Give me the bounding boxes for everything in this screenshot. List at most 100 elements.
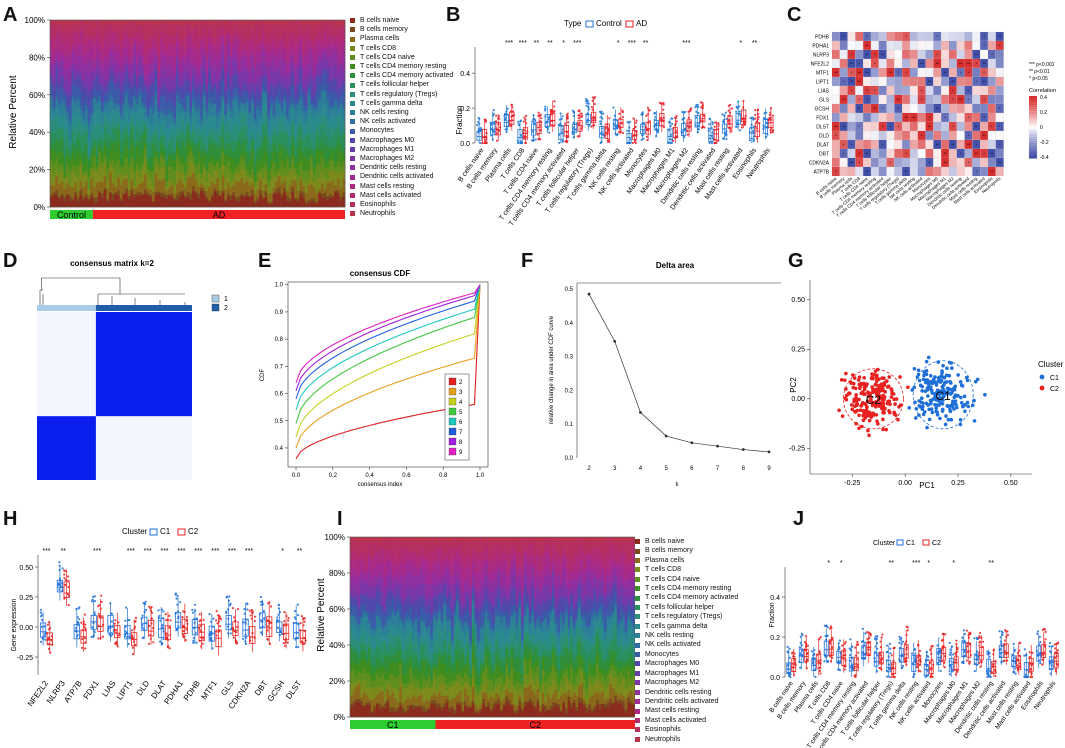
panel-a-segment — [127, 70, 131, 80]
panel-a-segment — [253, 125, 257, 140]
pca-point-c1 — [963, 409, 967, 414]
panel-a-segment — [334, 79, 338, 94]
panel-a-segment — [127, 20, 131, 23]
panel-a-segment — [117, 105, 121, 113]
pca-point-c1 — [940, 369, 944, 373]
panel-a-segment — [208, 72, 212, 85]
panel-a-segment — [125, 188, 129, 193]
heatmap-cell — [910, 68, 918, 77]
legend-label: Plasma cells — [360, 35, 400, 43]
panel-a-segment — [178, 85, 182, 88]
heatmap-cell — [933, 122, 942, 131]
panel-a-segment — [237, 163, 241, 173]
heatmap-significance: * — [905, 70, 907, 75]
legend-swatch — [350, 128, 355, 134]
heatmap-cell — [855, 140, 864, 149]
legend-swatch — [350, 82, 355, 88]
panel-a-segment — [162, 109, 166, 115]
panel-a-segment — [95, 98, 99, 104]
panel-a-segment — [240, 88, 244, 92]
panel-a-segment — [186, 20, 190, 24]
pca-point-c2 — [894, 397, 899, 401]
pca-point-c1 — [916, 368, 921, 373]
legend-label: Macrophages M0 — [360, 136, 415, 144]
panel-a-segment — [245, 169, 249, 177]
panel-a-segment — [323, 66, 327, 70]
heatmap-cell — [988, 122, 996, 131]
panel-a-segment — [275, 83, 279, 87]
panel-a-segment — [125, 146, 129, 158]
heatmap-cell — [871, 95, 879, 104]
heatmap-cell — [988, 113, 996, 122]
panel-a-segment — [277, 90, 281, 102]
panel-a-segment — [200, 35, 204, 41]
heatmap-cell — [941, 77, 949, 86]
heatmap-cell — [925, 158, 934, 167]
panel-a-segment — [103, 30, 107, 40]
panel-a-segment — [122, 91, 126, 103]
pca-point-c1 — [935, 413, 940, 417]
panel-a-segment — [235, 73, 239, 88]
heatmap-cell — [902, 68, 910, 77]
panel-a-segment — [157, 191, 161, 195]
panel-a-segment — [92, 81, 96, 90]
panel-a-segment — [79, 189, 83, 196]
panel-h-point — [61, 567, 64, 570]
panel-a-segment — [339, 130, 343, 137]
heatmap-cell — [863, 122, 871, 131]
panel-a-segment — [162, 119, 166, 132]
heatmap-cell — [832, 149, 840, 158]
panel-a-segment — [272, 20, 276, 24]
panel-a-segment — [253, 82, 257, 92]
panel-a-segment — [71, 112, 75, 124]
panel-a-segment — [130, 111, 134, 117]
panel-a-segment — [302, 20, 306, 26]
panel-a-segment — [205, 36, 209, 51]
heatmap-cell — [995, 95, 1004, 104]
panel-a-segment — [336, 190, 340, 194]
panel-a-segment — [50, 39, 53, 53]
panel-a-segment — [200, 126, 204, 132]
panel-a-segment — [315, 123, 319, 131]
panel-a-segment — [130, 108, 134, 113]
panel-a-segment — [74, 102, 78, 114]
panel-a-segment — [98, 81, 102, 85]
panel-a-segment — [103, 116, 107, 125]
pca-point-c2 — [896, 417, 900, 422]
panel-b-box — [481, 129, 488, 144]
heatmap-cell — [995, 113, 1004, 122]
panel-a-segment — [63, 20, 67, 26]
heatmap-cell — [995, 68, 1004, 77]
panel-a-segment — [288, 144, 292, 157]
panel-a-segment — [117, 80, 121, 89]
heatmap-row-label: DBT — [819, 152, 829, 158]
panel-a-segment — [90, 114, 94, 124]
panel-a-segment — [114, 60, 118, 75]
delta-xtick-label: 3 — [613, 466, 617, 472]
legend-item: T cells CD4 memory resting — [350, 62, 453, 71]
panel-h-xtick-label: ATP7B — [62, 679, 84, 704]
panel-a-segment — [98, 181, 102, 192]
panel-h-point — [64, 583, 67, 587]
panel-h-point — [60, 581, 63, 584]
panel-a-segment — [331, 65, 335, 79]
panel-a-segment — [210, 176, 214, 182]
panel-a-segment — [138, 106, 142, 124]
panel-b-point — [585, 97, 588, 100]
panel-a-segment — [232, 159, 236, 174]
cdf-xtick-label: 0.4 — [365, 473, 374, 479]
panel-h-point — [66, 575, 70, 578]
panel-b-significance: * — [740, 40, 743, 47]
panel-a-segment — [76, 24, 80, 31]
pca-point-c2 — [837, 408, 841, 413]
panel-a-segment — [237, 126, 241, 133]
panel-b-point — [531, 120, 534, 123]
panel-b-point — [752, 125, 755, 128]
panel-a-segment — [200, 187, 204, 191]
panel-a-segment — [181, 112, 185, 121]
panel-a-segment — [157, 141, 161, 152]
heatmap-significance: * — [905, 34, 907, 39]
panel-a-segment — [334, 33, 338, 39]
heatmap-colorbar-step — [1029, 156, 1037, 159]
panel-e-title: consensus CDF — [350, 269, 411, 278]
